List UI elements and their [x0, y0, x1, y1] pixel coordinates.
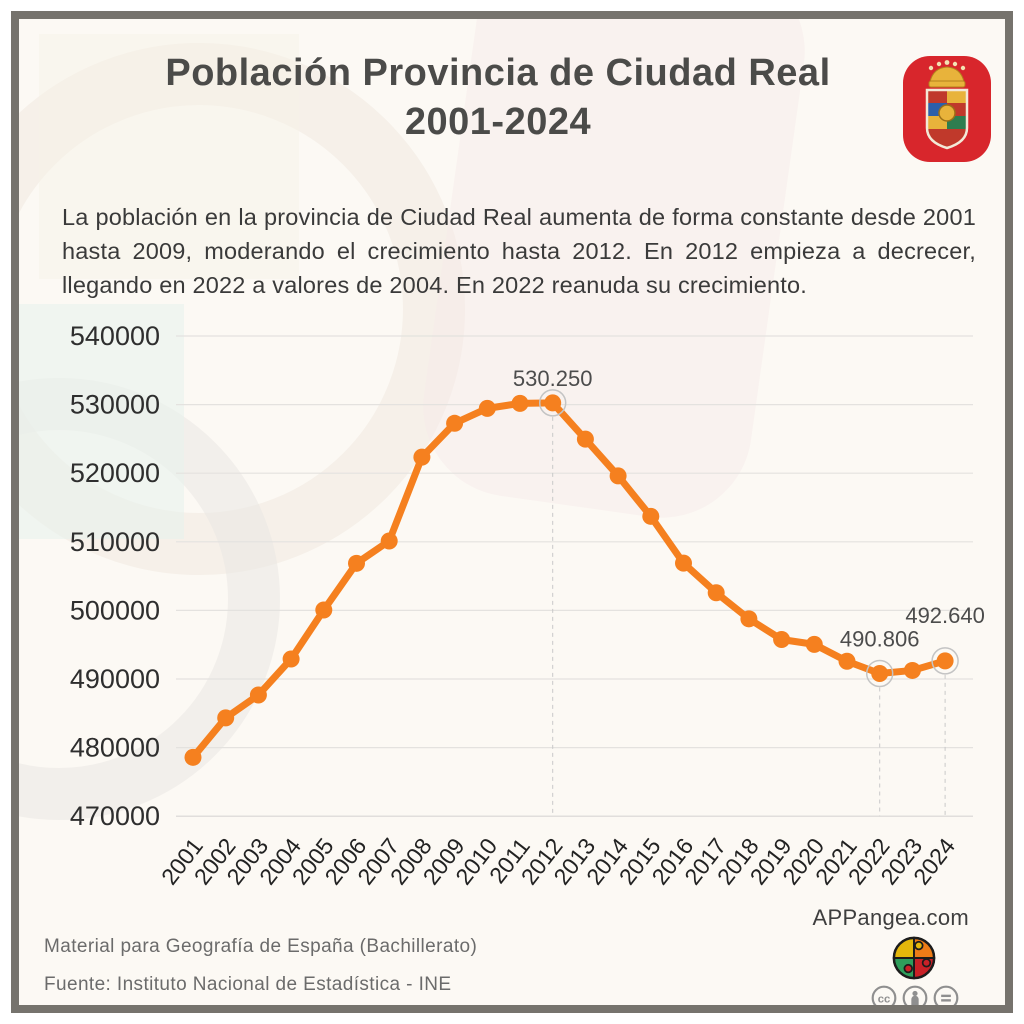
- svg-text:540000: 540000: [70, 321, 160, 351]
- svg-text:530000: 530000: [70, 390, 160, 420]
- cc-by-icon: [902, 985, 928, 1005]
- page-title-line2: 2001-2024: [404, 101, 592, 143]
- license-icons: cc: [870, 984, 970, 1005]
- svg-text:510000: 510000: [70, 527, 160, 557]
- svg-text:530.250: 530.250: [513, 366, 593, 391]
- chart-description: La población en la provincia de Ciudad R…: [62, 203, 976, 298]
- svg-text:500000: 500000: [70, 595, 160, 625]
- footer-material-note: Material para Geografía de España (Bachi…: [44, 936, 478, 957]
- brand-website: APPangea.com: [812, 905, 969, 930]
- page-title-line1: Población Provincia de Ciudad Real: [165, 52, 831, 94]
- svg-text:492.640: 492.640: [905, 603, 985, 628]
- svg-text:470000: 470000: [70, 801, 160, 831]
- population-line-chart: 470000 480000 490000 500000 510000 520000 5300…: [38, 308, 998, 908]
- svg-text:520000: 520000: [70, 458, 160, 488]
- appangea-puzzle-logo-icon: [892, 936, 936, 980]
- page-title: Población Provincia de Ciudad Real 2001-…: [78, 49, 918, 147]
- shield-icon: [925, 88, 969, 150]
- cc-nd-icon: [933, 985, 959, 1005]
- footer-source-note: Fuente: Instituto Nacional de Estadístic…: [44, 974, 452, 995]
- svg-text:480000: 480000: [70, 733, 160, 763]
- escudo-provincia-ciudad-real-icon: [903, 56, 991, 162]
- svg-text:cc: cc: [878, 993, 891, 1005]
- cc-icon: cc: [871, 985, 897, 1005]
- svg-text:490.806: 490.806: [840, 626, 920, 651]
- frame-border: Población Provincia de Ciudad Real 2001-…: [11, 11, 1013, 1013]
- crown-icon: [928, 60, 966, 88]
- line-chart-canvas: 470000 480000 490000 500000 510000 520000 5300…: [70, 321, 985, 889]
- svg-text:490000: 490000: [70, 664, 160, 694]
